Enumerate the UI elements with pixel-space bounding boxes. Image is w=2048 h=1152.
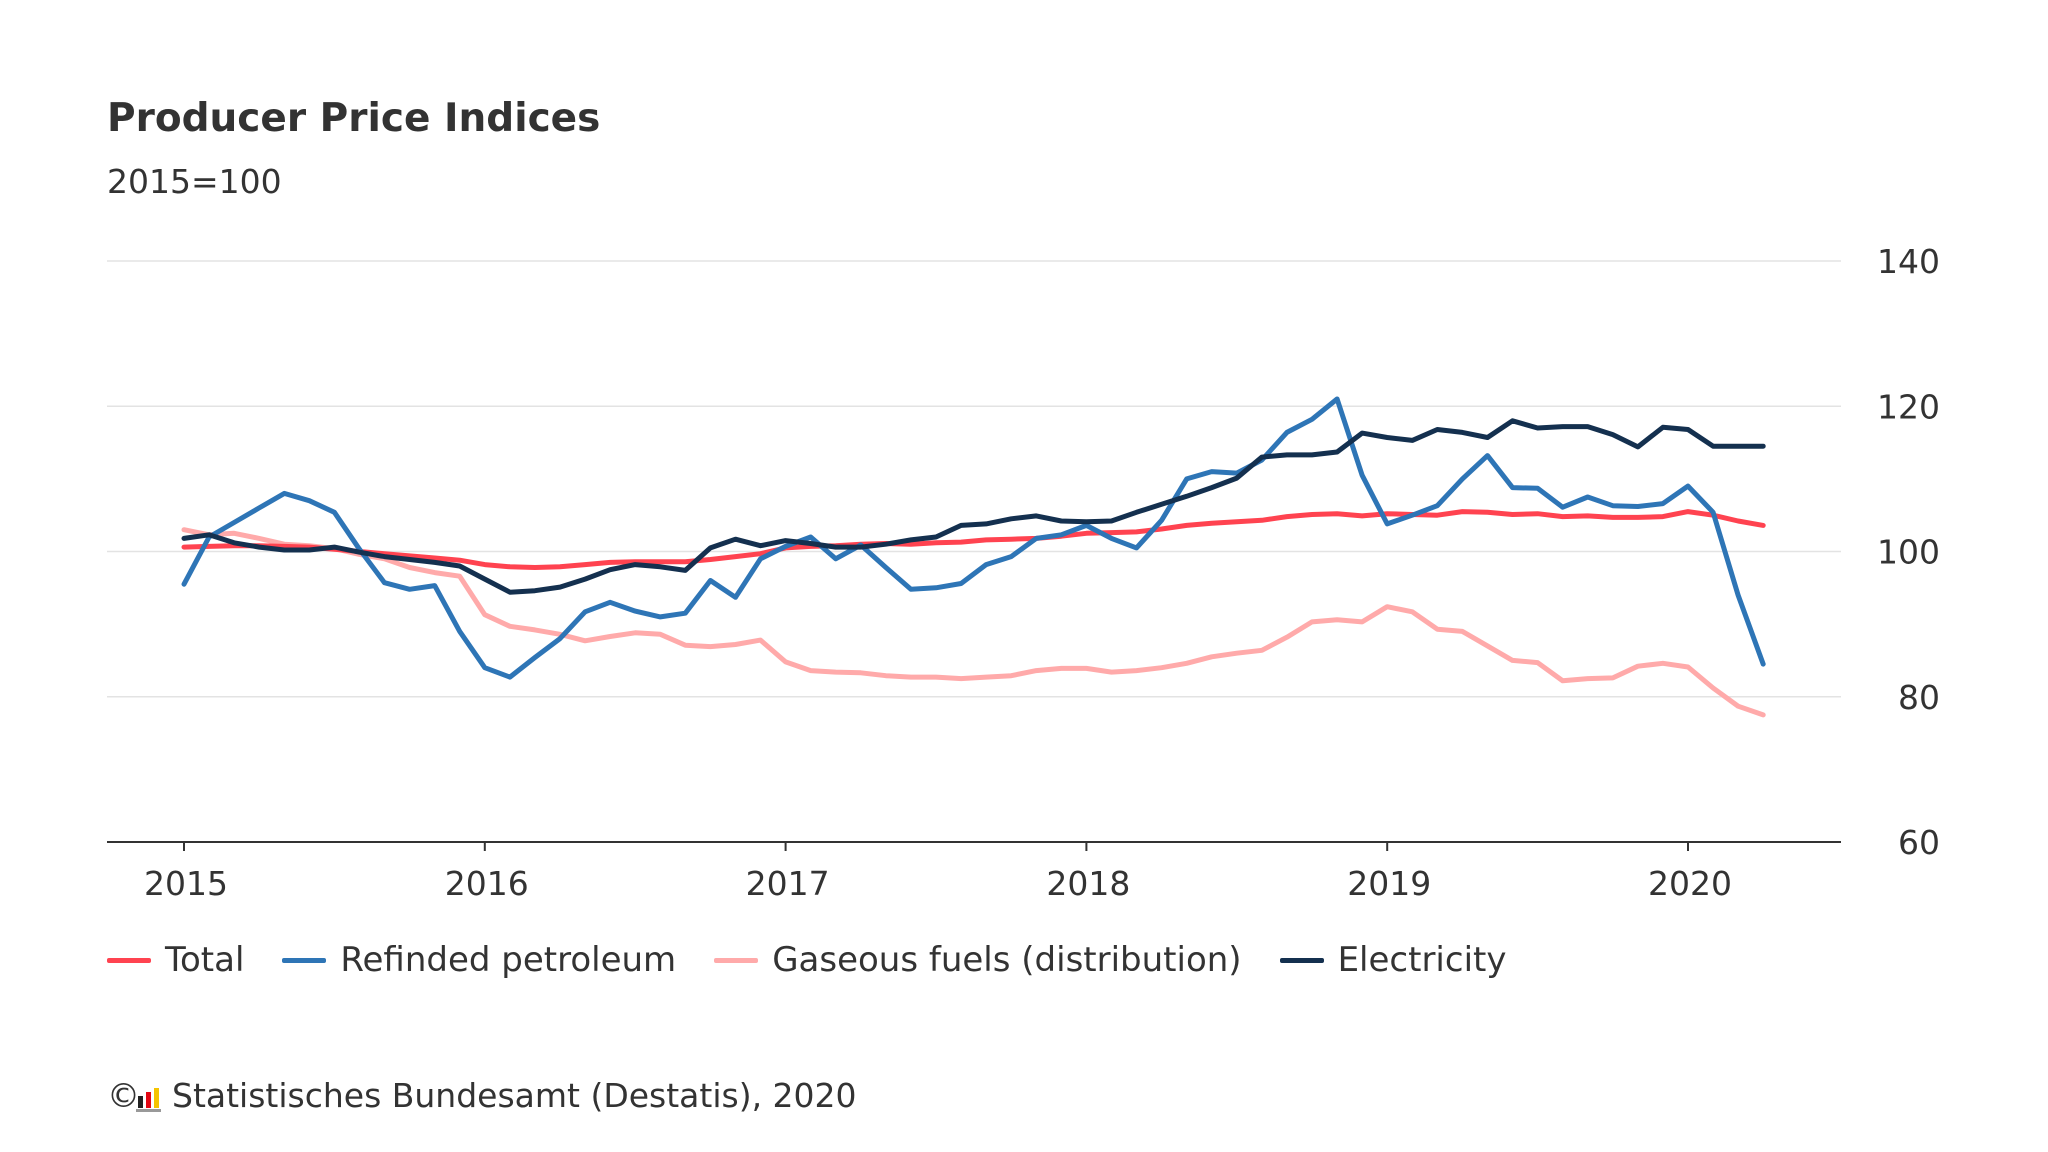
legend-item-electricity[interactable]: Electricity: [1279, 940, 1507, 980]
x-tick-label: 2016: [445, 864, 529, 903]
source-text: Statistisches Bundesamt (Destatis), 2020: [172, 1076, 857, 1115]
legend-item-gaseous-fuels[interactable]: Gaseous fuels (distribution): [714, 940, 1242, 980]
legend-item-total[interactable]: Total: [107, 940, 244, 980]
y-tick-label: 120: [1877, 387, 1940, 426]
legend-label: Gaseous fuels (distribution): [772, 940, 1242, 980]
legend-swatch: [282, 957, 327, 963]
legend: Total Refinded petroleum Gaseous fuels (…: [107, 940, 1506, 980]
legend-label: Total: [165, 940, 245, 980]
legend-item-refined-petroleum[interactable]: Refinded petroleum: [282, 940, 676, 980]
source-footer: © Statistisches Bundesamt (Destatis), 20…: [107, 1076, 857, 1115]
y-tick-label: 60: [1898, 823, 1940, 862]
chart-title: Producer Price Indices: [107, 96, 601, 141]
x-tick-label: 2018: [1046, 864, 1130, 903]
y-tick-label: 140: [1877, 242, 1940, 281]
x-tick-label: 2017: [746, 864, 830, 903]
series-line-refinded-petroleum: [181, 396, 1766, 680]
legend-label: Refinded petroleum: [340, 940, 677, 980]
legend-swatch: [714, 957, 759, 963]
destatis-logo-icon: [136, 1087, 161, 1112]
x-tick-label: 2019: [1347, 864, 1431, 903]
series-line-gaseous-fuels-distribution: [181, 527, 1766, 718]
legend-swatch: [1279, 957, 1324, 963]
series-line-total: [181, 509, 1766, 570]
copyright-symbol: ©: [107, 1076, 140, 1115]
series-line-electricity: [181, 418, 1766, 595]
y-tick-label: 100: [1877, 533, 1940, 572]
legend-label: Electricity: [1337, 940, 1507, 980]
x-tick-label: 2020: [1648, 864, 1732, 903]
y-tick-label: 80: [1898, 678, 1940, 717]
chart-subtitle: 2015=100: [107, 162, 282, 201]
legend-swatch: [107, 957, 151, 963]
x-tick-label: 2015: [144, 864, 228, 903]
